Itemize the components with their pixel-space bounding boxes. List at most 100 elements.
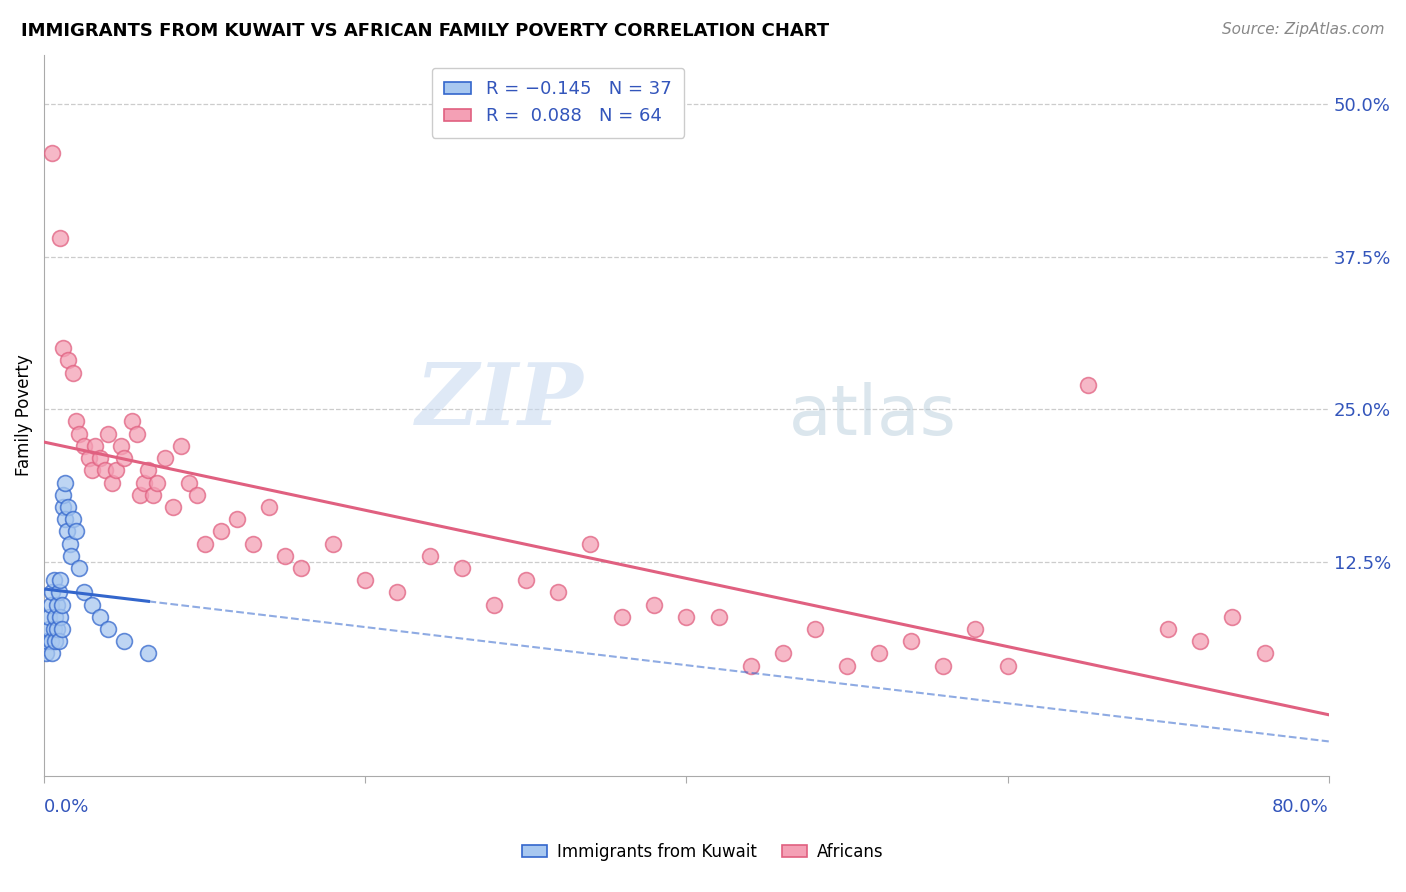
Point [58,353,80,368]
Point [46,622,69,636]
Point [105,463,128,477]
Point [69,561,91,575]
Point [53,475,76,490]
Point [209,524,232,539]
Point [868,647,890,661]
Point [65,524,87,539]
Point [142,488,165,502]
Text: IMMIGRANTS FROM KUWAIT VS AFRICAN FAMILY POVERTY CORRELATION CHART: IMMIGRANTS FROM KUWAIT VS AFRICAN FAMILY… [21,22,830,40]
Point [60,549,83,563]
Point [643,598,665,612]
Point [89,451,111,466]
Point [1222,610,1244,624]
Point [145,475,167,490]
Point [707,610,730,624]
Point [62,366,84,380]
Point [112,451,135,466]
Point [42,573,65,587]
Point [1189,634,1212,648]
Point [740,658,762,673]
Point [129,488,152,502]
Point [418,549,440,563]
Point [82,463,104,477]
Point [44,634,66,648]
Point [49,231,72,245]
Point [121,415,143,429]
Point [169,439,191,453]
Point [73,439,96,453]
Point [65,415,87,429]
Text: ZIP: ZIP [416,359,583,442]
Point [772,647,794,661]
Point [48,585,70,599]
Point [900,634,922,648]
Point [127,426,149,441]
Point [162,500,184,514]
Point [274,549,297,563]
Point [51,622,73,636]
Point [100,475,122,490]
Point [242,536,264,550]
Point [322,536,344,550]
Point [41,647,63,661]
Point [138,463,160,477]
Point [804,622,827,636]
Point [73,585,96,599]
Point [186,488,208,502]
Point [59,536,82,550]
Text: atlas: atlas [789,382,957,449]
Point [482,598,505,612]
Point [82,598,104,612]
Point [97,622,120,636]
Point [97,426,120,441]
Point [37,634,59,648]
Point [55,524,77,539]
Point [41,145,63,160]
Point [257,500,280,514]
Point [49,610,72,624]
Point [52,341,75,355]
Point [194,536,217,550]
Point [547,585,569,599]
Point [77,451,100,466]
Point [46,598,69,612]
Point [38,610,60,624]
Point [1077,377,1099,392]
Point [52,500,75,514]
Point [49,573,72,587]
Point [110,439,132,453]
Point [89,610,111,624]
Point [612,610,634,624]
Point [53,512,76,526]
Point [42,622,65,636]
Point [112,634,135,648]
Point [52,488,75,502]
Point [84,439,107,453]
Point [835,658,858,673]
Point [48,634,70,648]
Point [450,561,472,575]
Point [138,647,160,661]
Point [290,561,312,575]
Point [132,475,155,490]
Point [69,426,91,441]
Point [1157,622,1180,636]
Legend: Immigrants from Kuwait, Africans: Immigrants from Kuwait, Africans [516,837,890,868]
Point [44,610,66,624]
Point [579,536,602,550]
Point [39,598,62,612]
Point [62,512,84,526]
Text: Source: ZipAtlas.com: Source: ZipAtlas.com [1222,22,1385,37]
Text: 80.0%: 80.0% [1272,797,1329,815]
Legend: R = −0.145   N = 37, R =  0.088   N = 64: R = −0.145 N = 37, R = 0.088 N = 64 [432,68,685,138]
Point [58,500,80,514]
Point [965,622,987,636]
Point [387,585,409,599]
Point [177,475,200,490]
Point [35,647,58,661]
Point [515,573,537,587]
Point [1253,647,1275,661]
Point [675,610,697,624]
Point [39,634,62,648]
Point [225,512,247,526]
